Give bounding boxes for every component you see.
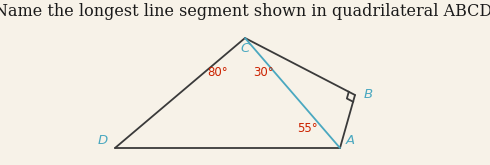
Text: B: B [364, 88, 372, 101]
Text: 55°: 55° [296, 121, 318, 134]
Text: Name the longest line segment shown in quadrilateral ABCD.: Name the longest line segment shown in q… [0, 3, 490, 20]
Text: 30°: 30° [253, 66, 273, 79]
Text: C: C [241, 42, 249, 54]
Text: D: D [98, 133, 108, 147]
Text: 80°: 80° [208, 66, 228, 79]
Text: A: A [345, 133, 355, 147]
